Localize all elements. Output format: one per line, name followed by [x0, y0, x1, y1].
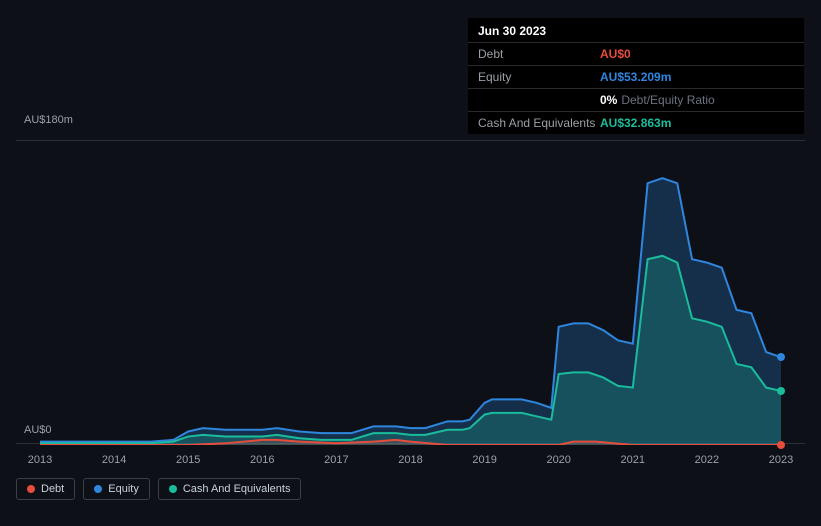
x-tick: 2019 — [472, 454, 496, 466]
tooltip-ratio-pct: 0% — [600, 93, 617, 107]
x-tick: 2013 — [28, 454, 52, 466]
x-tick: 2015 — [176, 454, 200, 466]
plot-area[interactable] — [16, 140, 805, 444]
x-tick: 2014 — [102, 454, 126, 466]
legend-label-debt: Debt — [41, 483, 64, 495]
legend-dot-debt — [27, 485, 35, 493]
legend-item-debt[interactable]: Debt — [16, 478, 75, 500]
plot-svg — [16, 141, 805, 445]
tooltip-date: Jun 30 2023 — [468, 18, 804, 43]
legend: Debt Equity Cash And Equivalents — [16, 478, 301, 500]
x-axis: 2013 2014 2015 2016 2017 2018 2019 2020 2021 2022… — [16, 450, 805, 470]
x-tick: 2017 — [324, 454, 348, 466]
y-axis-top-label: AU$180m — [24, 114, 73, 126]
tooltip-equity-label: Equity — [478, 70, 600, 84]
legend-item-cash[interactable]: Cash And Equivalents — [158, 478, 302, 500]
tooltip-ratio-label: Debt/Equity Ratio — [621, 93, 714, 107]
tooltip-ratio-spacer — [478, 93, 600, 107]
legend-item-equity[interactable]: Equity — [83, 478, 150, 500]
x-tick: 2023 — [769, 454, 793, 466]
end-dot-cash — [777, 387, 785, 395]
chart-tooltip: Jun 30 2023 Debt AU$0 Equity AU$53.209m … — [468, 18, 804, 134]
x-tick: 2021 — [621, 454, 645, 466]
legend-dot-cash — [169, 485, 177, 493]
tooltip-debt-value: AU$0 — [600, 47, 631, 61]
x-tick: 2018 — [398, 454, 422, 466]
x-tick: 2016 — [250, 454, 274, 466]
chart: AU$180m AU$0 201320142015201620172018201… — [16, 118, 805, 498]
x-tick: 2020 — [546, 454, 570, 466]
end-dot-debt — [777, 441, 785, 449]
tooltip-row-equity: Equity AU$53.209m — [468, 66, 804, 89]
tooltip-equity-value: AU$53.209m — [600, 70, 671, 84]
tooltip-row-ratio: 0% Debt/Equity Ratio — [468, 89, 804, 112]
x-tick: 2022 — [695, 454, 719, 466]
legend-label-cash: Cash And Equivalents — [183, 483, 291, 495]
end-dot-equity — [777, 353, 785, 361]
legend-label-equity: Equity — [108, 483, 139, 495]
tooltip-debt-label: Debt — [478, 47, 600, 61]
tooltip-row-debt: Debt AU$0 — [468, 43, 804, 66]
legend-dot-equity — [94, 485, 102, 493]
